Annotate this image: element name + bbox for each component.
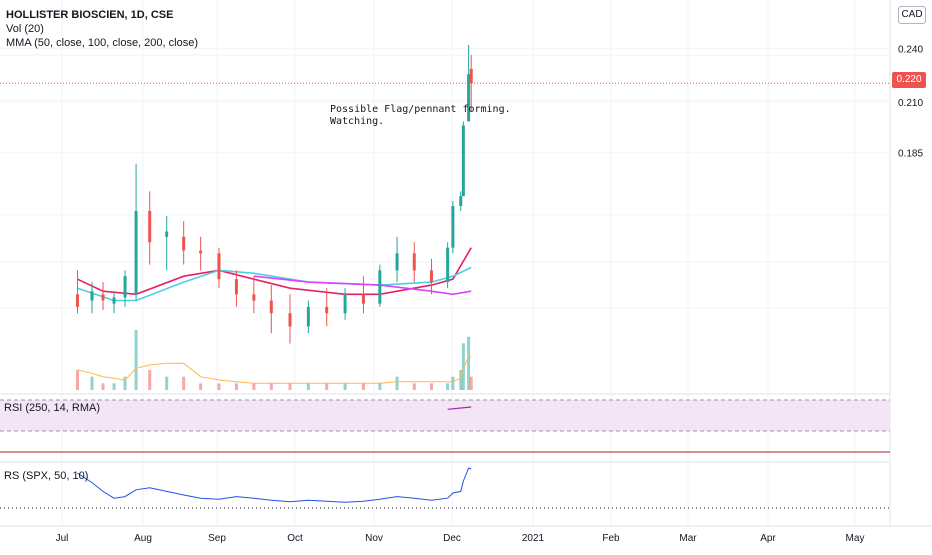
y-tick-label: 0.185 — [898, 149, 923, 160]
volume-bar — [306, 383, 310, 390]
candle-body — [123, 276, 127, 298]
volume-bar — [429, 383, 433, 390]
x-tick-label: Oct — [287, 533, 303, 544]
x-tick-label: Sep — [208, 533, 226, 544]
candle-body — [288, 313, 292, 327]
volume-bar — [459, 370, 463, 390]
x-tick-label: Nov — [365, 533, 383, 544]
candle-body — [165, 231, 169, 237]
x-tick-label: Dec — [443, 533, 461, 544]
candle-body — [446, 247, 450, 283]
candle-body — [199, 250, 203, 254]
volume-ma-line — [77, 356, 472, 384]
candle-body — [361, 294, 365, 304]
candle-body — [269, 300, 273, 314]
ma-legend[interactable]: MMA (50, close, 100, close, 200, close) — [6, 37, 198, 49]
volume-legend[interactable]: Vol (20) — [6, 23, 44, 35]
volume-bar — [123, 376, 127, 390]
candle-body — [306, 306, 310, 327]
annotation-line-2: Watching. — [330, 116, 385, 127]
volume-bar — [165, 376, 169, 390]
volume-bar — [378, 383, 382, 390]
candle-body — [148, 210, 152, 243]
candle-body — [325, 306, 329, 314]
y-tick-label: 0.240 — [898, 44, 923, 55]
volume-bar — [451, 376, 455, 390]
rs-line — [77, 467, 472, 503]
rs-pane-label[interactable]: RS (SPX, 50, 10) — [4, 470, 89, 482]
price-axis-bg — [890, 0, 932, 550]
candle-body — [134, 210, 138, 295]
volume-bar — [134, 330, 138, 390]
rsi-band — [0, 400, 890, 431]
volume-bar — [461, 343, 465, 390]
candle-body — [451, 205, 455, 248]
x-tick-label: Feb — [602, 533, 620, 544]
candle-body — [112, 297, 116, 304]
volume-bar — [252, 383, 256, 390]
candle-body — [378, 270, 382, 304]
volume-bar — [199, 383, 203, 390]
volume-bar — [182, 376, 186, 390]
volume-bar — [343, 383, 347, 390]
volume-bar — [112, 383, 116, 390]
volume-bar — [446, 383, 450, 390]
volume-bar — [288, 383, 292, 390]
currency-button[interactable]: CAD — [898, 6, 926, 24]
candle-body — [182, 236, 186, 251]
candle-body — [461, 125, 465, 197]
volume-bar — [395, 376, 399, 390]
volume-bar — [148, 370, 152, 390]
candle-body — [429, 270, 433, 283]
candle-body — [234, 279, 238, 295]
x-tick-label: Jul — [56, 533, 69, 544]
volume-bar — [269, 383, 273, 390]
candle-body — [76, 294, 80, 307]
volume-bar — [76, 370, 80, 390]
x-tick-label: Aug — [134, 533, 152, 544]
candle-body — [101, 294, 105, 301]
volume-bar — [234, 383, 238, 390]
volume-bar — [467, 336, 471, 390]
y-tick-label: 0.210 — [898, 98, 923, 109]
rsi-pane-label[interactable]: RSI (250, 14, RMA) — [4, 402, 100, 414]
ma-line-ma-50 — [77, 247, 472, 296]
last-price-tag: 0.220 — [892, 72, 926, 88]
chart-annotation[interactable]: Possible Flag/pennant forming. Watching. — [330, 104, 511, 128]
volume-bar — [412, 383, 416, 390]
volume-bar — [101, 383, 105, 390]
x-tick-label: 2021 — [522, 533, 545, 544]
annotation-line-1: Possible Flag/pennant forming. — [330, 104, 511, 115]
candle-body — [467, 74, 471, 122]
candle-body — [90, 291, 94, 301]
volume-bar — [361, 383, 365, 390]
volume-bar — [217, 383, 221, 390]
volume-bar — [90, 376, 94, 390]
x-tick-label: Mar — [679, 533, 697, 544]
candle-body — [343, 294, 347, 314]
volume-bar — [325, 383, 329, 390]
x-tick-label: May — [846, 533, 865, 544]
volume-bar — [469, 376, 473, 390]
candle-body — [252, 294, 256, 301]
candle-body — [412, 253, 416, 271]
candle-body — [469, 68, 473, 84]
chart-title[interactable]: HOLLISTER BIOSCIEN, 1D, CSE — [6, 9, 174, 21]
x-tick-label: Apr — [760, 533, 776, 544]
rsi-line — [447, 406, 472, 410]
candle-body — [217, 253, 221, 280]
candle-body — [459, 196, 463, 206]
ma-line-ma-200 — [253, 275, 472, 296]
candle-body — [395, 253, 399, 271]
ma-line-ma-100 — [77, 266, 472, 302]
